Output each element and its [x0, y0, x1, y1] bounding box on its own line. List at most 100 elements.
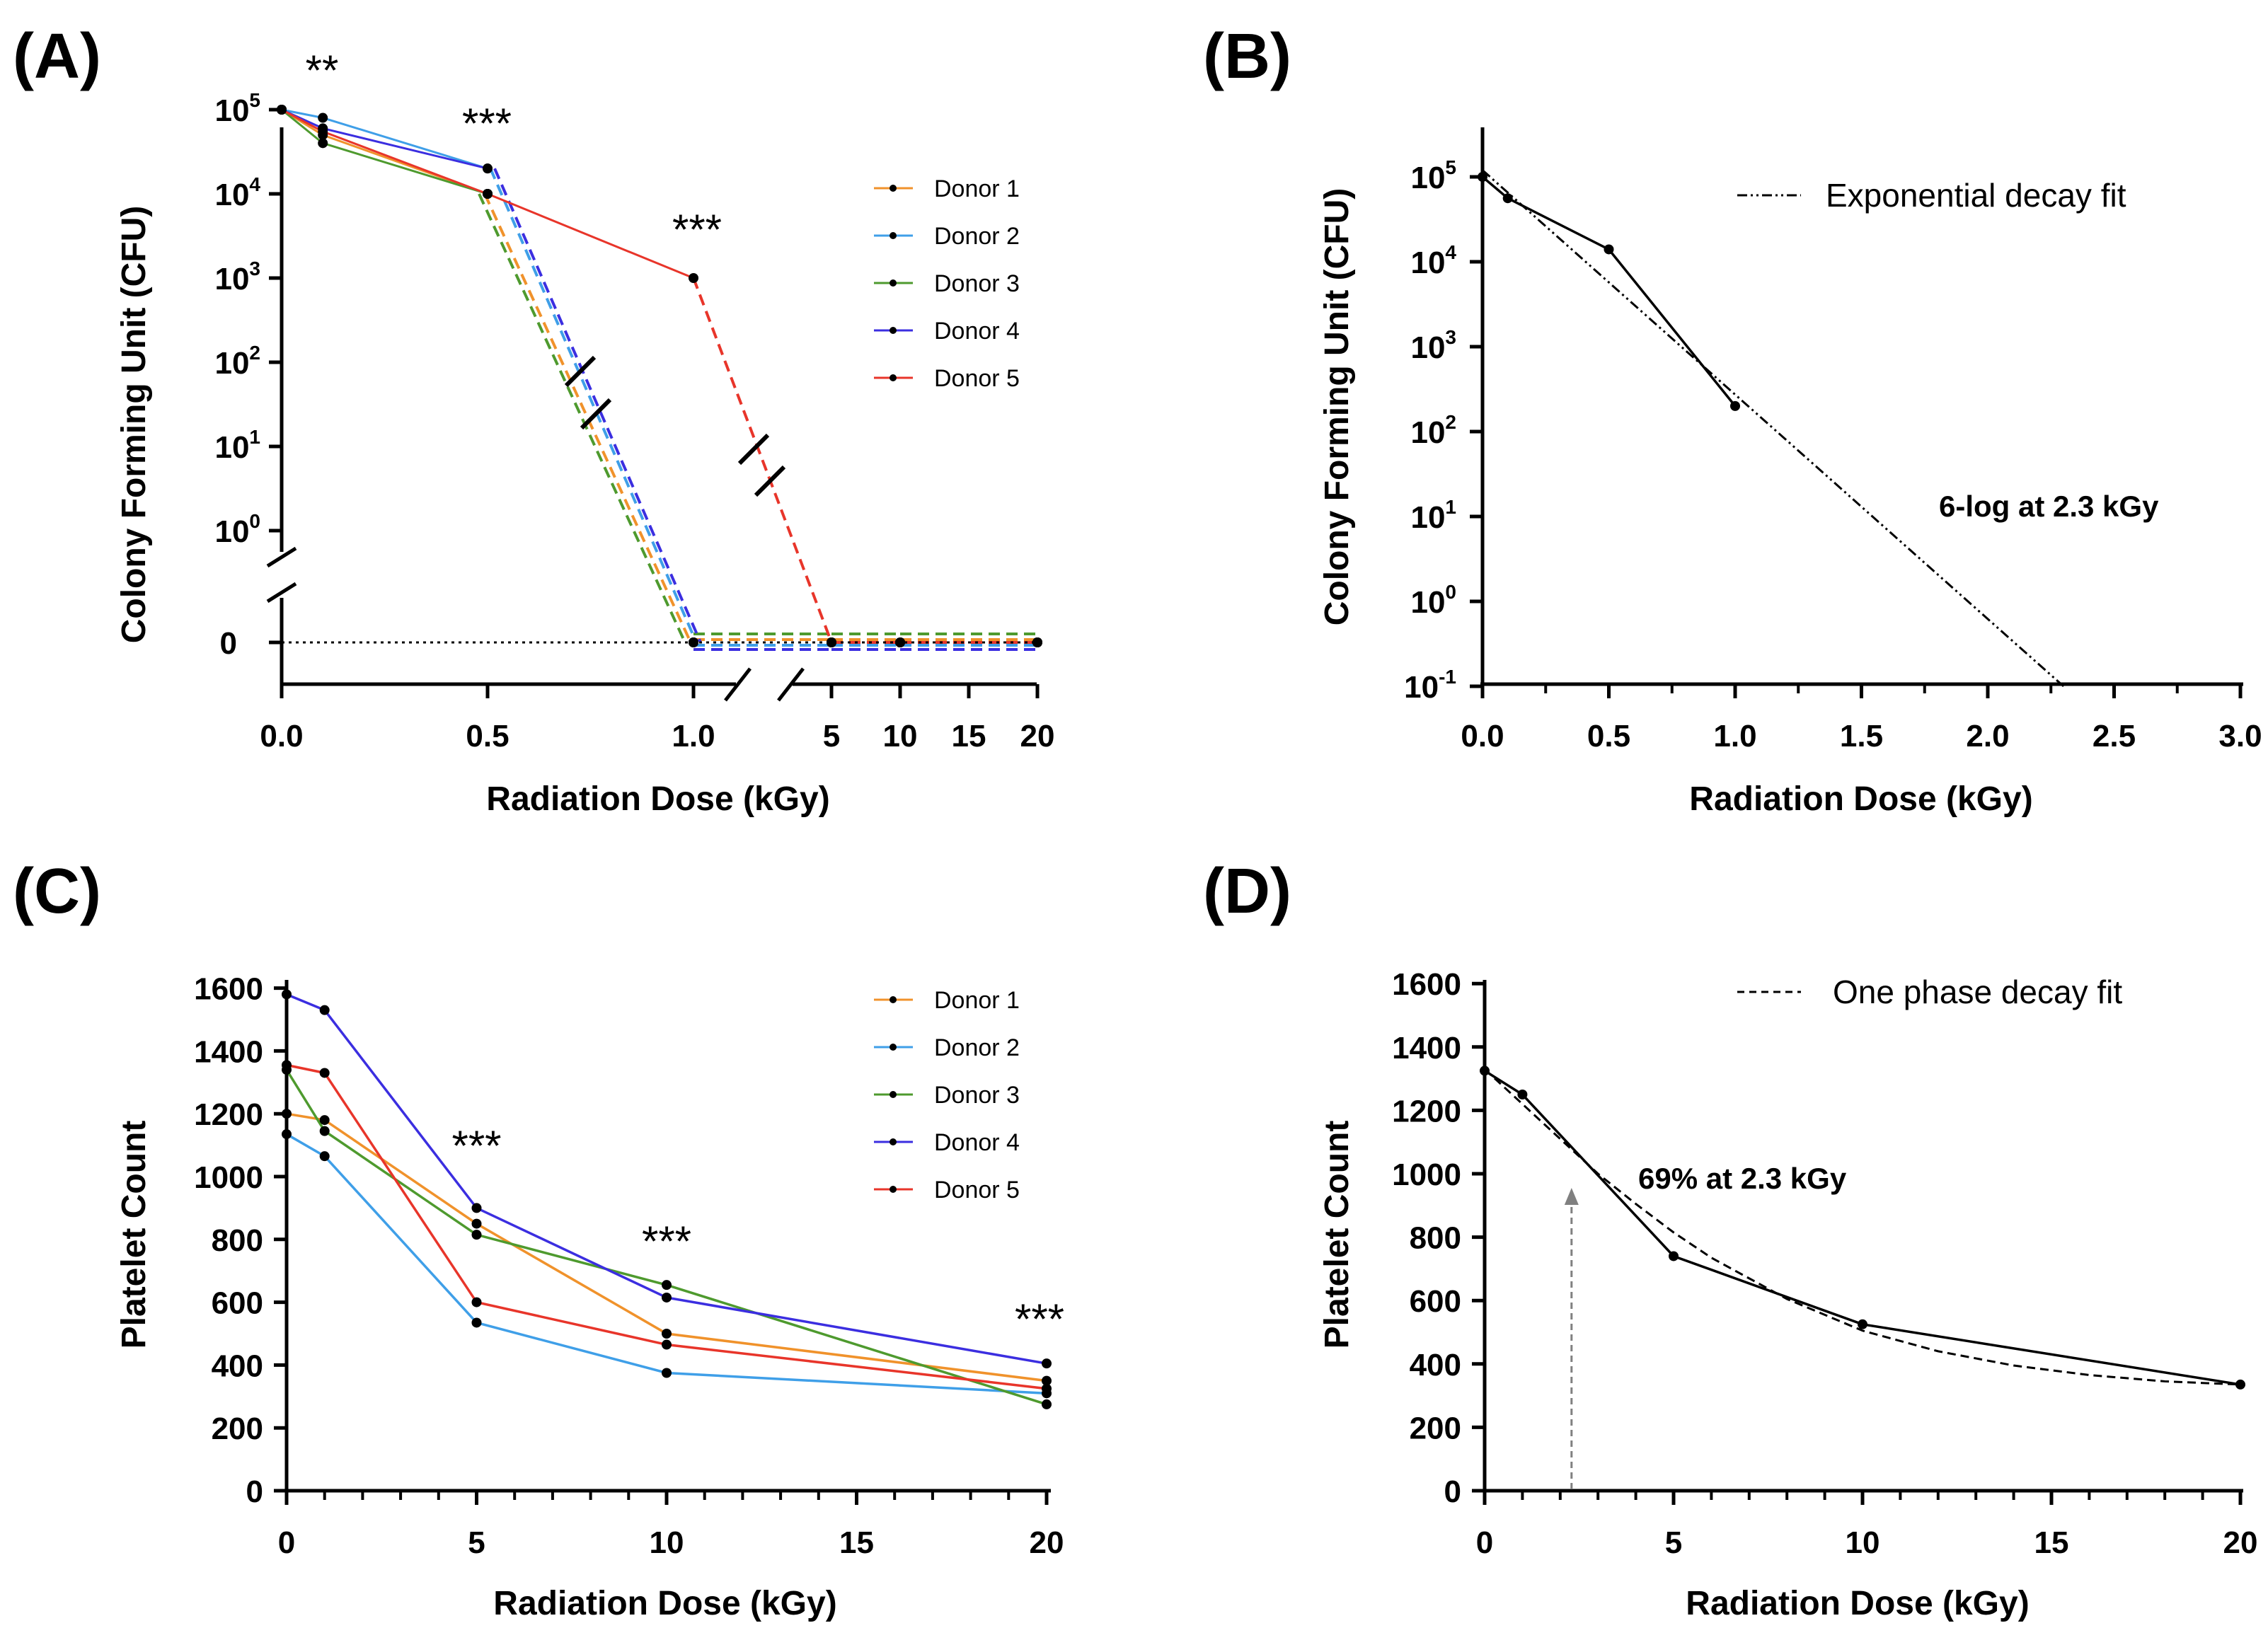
- y-tick-label: 10-1: [1404, 666, 1456, 705]
- legend-label: Donor 3: [934, 1082, 1020, 1109]
- legend-marker: [890, 996, 897, 1003]
- data-point: [662, 1368, 672, 1378]
- x-tick-label: 2.0: [1966, 719, 2009, 753]
- legend-marker: [890, 1091, 897, 1098]
- data-point: [471, 1317, 482, 1328]
- series-line-dashed: [483, 193, 692, 643]
- x-tick-label: 15: [2034, 1525, 2069, 1560]
- y-tick-label: 102: [214, 342, 260, 381]
- panel-a-legend: Donor 1 Donor 2 Donor 3 Donor 4 Donor 5: [874, 175, 1020, 392]
- data-point: [1042, 1375, 1052, 1386]
- legend-label: Donor 1: [934, 987, 1020, 1014]
- axis-break-mark: [564, 355, 597, 388]
- y-tick-label: 0: [1444, 1474, 1461, 1509]
- series-line-segment: [281, 108, 324, 144]
- x-tick-label: 3.0: [2218, 719, 2262, 753]
- y-tick-label: 800: [212, 1223, 263, 1258]
- x-tick-label: 0.0: [1461, 719, 1504, 753]
- data-point: [662, 1280, 672, 1290]
- legend-marker: [890, 374, 897, 381]
- data-point: [282, 989, 292, 1000]
- significance-marker: ***: [642, 1218, 691, 1265]
- significance-marker: **: [306, 47, 339, 94]
- data-line: [1481, 175, 1737, 407]
- panel-a-xlabel: Radiation Dose (kGy): [486, 780, 829, 818]
- data-point: [1032, 637, 1042, 647]
- x-tick-label: 20: [1020, 719, 1055, 753]
- series-line-dashed: [493, 168, 702, 643]
- y-tick-label: 100: [1410, 581, 1456, 620]
- legend-label: Donor 3: [934, 270, 1020, 297]
- panel-d: (D) 0 200 400 600 800 1000 1200 1400 1600 0 5 10 15…: [1203, 856, 2257, 1622]
- x-tick-label: 10: [883, 719, 918, 753]
- panel-b-y-ticks: 105 104 103 102 101 100 10-1: [1404, 156, 1483, 705]
- series-line-dashed: [478, 193, 686, 643]
- panel-b-xlabel: Radiation Dose (kGy): [1689, 780, 2032, 818]
- legend-label: Donor 2: [934, 1034, 1020, 1061]
- x-tick-label: 1.0: [672, 719, 715, 753]
- panel-c-ylabel: Platelet Count: [115, 1121, 153, 1349]
- x-tick-label: 15: [952, 719, 986, 753]
- y-tick-label: 100: [214, 510, 260, 549]
- panel-c-xlabel: Radiation Dose (kGy): [493, 1585, 836, 1622]
- significance-marker: ***: [451, 1122, 501, 1170]
- legend-label: Donor 5: [934, 365, 1020, 392]
- panel-a-axis-breaks: [266, 546, 805, 702]
- x-tick-label: 0: [1476, 1525, 1493, 1560]
- data-point: [662, 1292, 672, 1303]
- legend-label: Donor 4: [934, 1129, 1020, 1156]
- y-tick-label: 800: [1410, 1221, 1461, 1256]
- series-line-segment: [322, 127, 488, 170]
- data-point: [471, 1203, 482, 1213]
- x-tick-label: 5: [1665, 1525, 1682, 1560]
- fit-curve: [1483, 1068, 2241, 1386]
- series-line-segment: [487, 192, 694, 279]
- data-point: [471, 1297, 482, 1307]
- data-point: [1042, 1399, 1052, 1409]
- panel-c-x-ticks: 0 5 10 15 20: [278, 1491, 1064, 1560]
- panel-b-x-ticks: 0.0 0.5 1.0 1.5 2.0 2.5 3.0: [1461, 684, 2262, 753]
- y-tick-label: 600: [212, 1286, 263, 1321]
- panel-a-ylabel: Colony Forming Unit (CFU): [115, 206, 153, 644]
- y-tick-label: 1600: [1392, 967, 1461, 1002]
- legend-marker: [890, 279, 897, 287]
- data-point: [2235, 1379, 2245, 1390]
- panel-b-legend: Exponential decay fit: [1737, 177, 2126, 214]
- panel-a: (A) 105 104 103 102 101 100 0 0.0 0.5 1.0 5 10 15 20…: [13, 21, 1054, 818]
- y-tick-label: 105: [214, 89, 260, 128]
- series-line-segment: [281, 108, 323, 133]
- x-tick-label: 20: [2223, 1525, 2258, 1560]
- legend-marker: [890, 1138, 897, 1145]
- data-point: [471, 1218, 482, 1229]
- x-tick-label: 15: [839, 1525, 874, 1560]
- x-tick-label: 2.5: [2093, 719, 2136, 753]
- series-line-segment: [281, 108, 323, 120]
- y-tick-label: 1600: [194, 972, 263, 1007]
- y-tick-label: 400: [1410, 1348, 1461, 1382]
- data-point: [1730, 400, 1740, 411]
- data-point: [319, 1005, 330, 1015]
- legend-label: Donor 2: [934, 223, 1020, 250]
- series-line-segment: [322, 117, 488, 170]
- legend-marker: [890, 1044, 897, 1051]
- y-tick-label: 600: [1410, 1284, 1461, 1319]
- panel-b-annotation: 6-log at 2.3 kGy: [1939, 490, 2159, 523]
- data-point: [662, 1329, 672, 1339]
- axis-break-mark: [580, 398, 612, 430]
- y-tick-label: 1400: [1392, 1031, 1461, 1066]
- x-tick-label: 10: [1846, 1525, 1880, 1560]
- legend-label: Donor 5: [934, 1177, 1020, 1203]
- data-point: [1042, 1358, 1052, 1369]
- y-tick-label: 1000: [1392, 1157, 1461, 1192]
- data-point: [1669, 1251, 1679, 1261]
- data-point: [319, 1068, 330, 1078]
- panel-a-y-ticks: 105 104 103 102 101 100 0: [214, 89, 282, 661]
- panel-c-significance: *** *** ***: [451, 1122, 1064, 1343]
- series-line-segment: [322, 142, 488, 195]
- data-point: [282, 1060, 292, 1070]
- panel-c-plot: [282, 989, 1052, 1409]
- series-line-segment: [322, 130, 488, 195]
- data-point: [319, 1151, 330, 1162]
- panel-b-legend-label: Exponential decay fit: [1826, 177, 2126, 214]
- x-tick-label: 1.5: [1840, 719, 1883, 753]
